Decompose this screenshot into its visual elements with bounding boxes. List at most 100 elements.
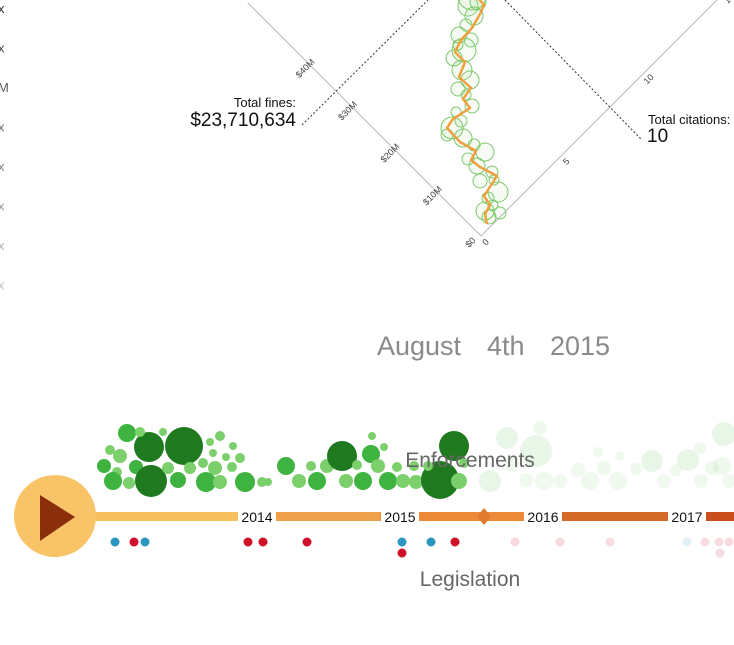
edge-glyph: x [0, 41, 5, 56]
enforcement-bubble [597, 461, 611, 475]
scatter-chart: 051015$0$10M$20M$30M$40M Total fines: $2… [190, 0, 734, 249]
legislation-dot [682, 537, 692, 547]
scatter-bubble [458, 0, 486, 11]
legislation-dot [715, 548, 725, 558]
scatter-trend-line [445, 0, 499, 225]
timeline-segment-2015[interactable] [380, 512, 525, 521]
enforcement-bubble [496, 427, 518, 449]
timeline-segment-2013[interactable] [90, 512, 240, 521]
play-button[interactable] [14, 475, 96, 557]
date-year: 2015 [550, 331, 610, 361]
enforcement-bubble [97, 459, 111, 473]
enforcements-label: Enforcements [405, 449, 535, 472]
enforcement-bubble [170, 472, 186, 488]
enforcement-bubble [213, 475, 227, 489]
enforcement-bubble [409, 475, 423, 489]
enforcement-bubble [593, 447, 603, 457]
enforcement-bubble [215, 431, 225, 441]
enforcement-bubble [362, 445, 380, 463]
enforcement-bubble [581, 472, 599, 490]
timeline-segment-2016[interactable] [525, 512, 670, 521]
legislation-label: Legislation [420, 568, 520, 591]
enforcement-bubble [396, 474, 410, 488]
citations-total-value: 10 [647, 126, 668, 147]
enforcement-bubble [657, 474, 671, 488]
enforcement-bubble [135, 465, 167, 497]
left-edge-list: x x Mx x x x x [0, 1, 9, 293]
scatter-grid [247, 0, 718, 237]
enforcement-bubble [380, 443, 388, 451]
enforcement-bubble [327, 441, 357, 471]
enforcement-bubble [423, 461, 433, 471]
enforcement-bubble [694, 442, 706, 454]
citations-total-label: Total citations: [648, 112, 730, 127]
fines-tick-label: $0 [463, 235, 477, 249]
enforcement-bubble [694, 474, 708, 488]
timeline-segment-2014[interactable] [240, 512, 380, 521]
enforcement-bubble [196, 472, 216, 492]
enforcement-bubble [208, 461, 222, 475]
legislation-dot [700, 537, 710, 547]
legislation-dot [397, 548, 407, 558]
current-date: August 4th 2015 [377, 331, 610, 361]
citations-leader-line [504, 0, 643, 141]
legislation-dot [555, 537, 565, 547]
enforcement-bubble [371, 459, 385, 473]
scatter-bubbles [440, 0, 509, 225]
legislation-dot [450, 537, 460, 547]
legislation-dot [426, 537, 436, 547]
edge-glyph: M [0, 80, 9, 95]
edge-glyph: x [0, 1, 5, 16]
enforcement-bubble [159, 428, 167, 436]
enforcement-bubble [615, 451, 625, 461]
enforcement-bubble [165, 427, 203, 465]
enforcement-bubble [479, 470, 501, 492]
scatter-bubble [472, 173, 488, 189]
enforcement-bubble [354, 472, 372, 490]
enforcement-bubble [352, 460, 362, 470]
enforcement-bubble [339, 474, 353, 488]
enforcement-bubble [134, 432, 164, 462]
enforcement-bubble [409, 461, 419, 471]
fines-leader-line [301, 0, 429, 126]
enforcement-bubble [308, 472, 326, 490]
timeline-scrubber-handle[interactable] [477, 508, 491, 525]
year-label: 2014 [241, 509, 272, 525]
legislation-dot [140, 537, 150, 547]
legislation-dot [302, 537, 312, 547]
enforcement-bubble [104, 472, 122, 490]
enforcement-bubble [519, 473, 533, 487]
year-label: 2015 [384, 509, 415, 525]
enforcement-bubble [123, 477, 135, 489]
enforcement-bubble [118, 424, 136, 442]
enforcement-bubble [235, 472, 255, 492]
enforcement-bubble [712, 422, 734, 446]
enforcement-bubble [713, 457, 731, 475]
enforcement-bubble [535, 472, 553, 490]
enforcement-bubble [505, 458, 519, 472]
legislation-dot [510, 537, 520, 547]
enforcement-bubble [229, 442, 237, 450]
timeline: Enforcements 2014 2015 2016 2017 Legislatio… [14, 421, 734, 591]
date-day: 4th [487, 331, 525, 361]
play-icon [40, 495, 75, 541]
enforcement-bubble [222, 453, 230, 461]
scatter-bubble [493, 206, 507, 220]
legislation-dot [714, 537, 724, 547]
enforcement-bubble [292, 474, 306, 488]
enforcement-bubble [705, 461, 719, 475]
citation-tick-label: 15 [722, 0, 734, 6]
enforcement-bubble [421, 461, 459, 499]
scatter-bubble [463, 32, 479, 48]
scatter-bubble [487, 199, 499, 211]
edge-glyph: x [0, 159, 5, 174]
year-label: 2016 [527, 509, 558, 525]
enforcement-bubble [630, 463, 642, 475]
edge-glyph: x [0, 199, 5, 214]
enforcement-bubble [677, 449, 699, 471]
enforcement-bubble [553, 474, 567, 488]
legislation-dots [110, 537, 734, 558]
edge-glyph: x [0, 238, 5, 253]
edge-glyph: x [0, 278, 5, 293]
